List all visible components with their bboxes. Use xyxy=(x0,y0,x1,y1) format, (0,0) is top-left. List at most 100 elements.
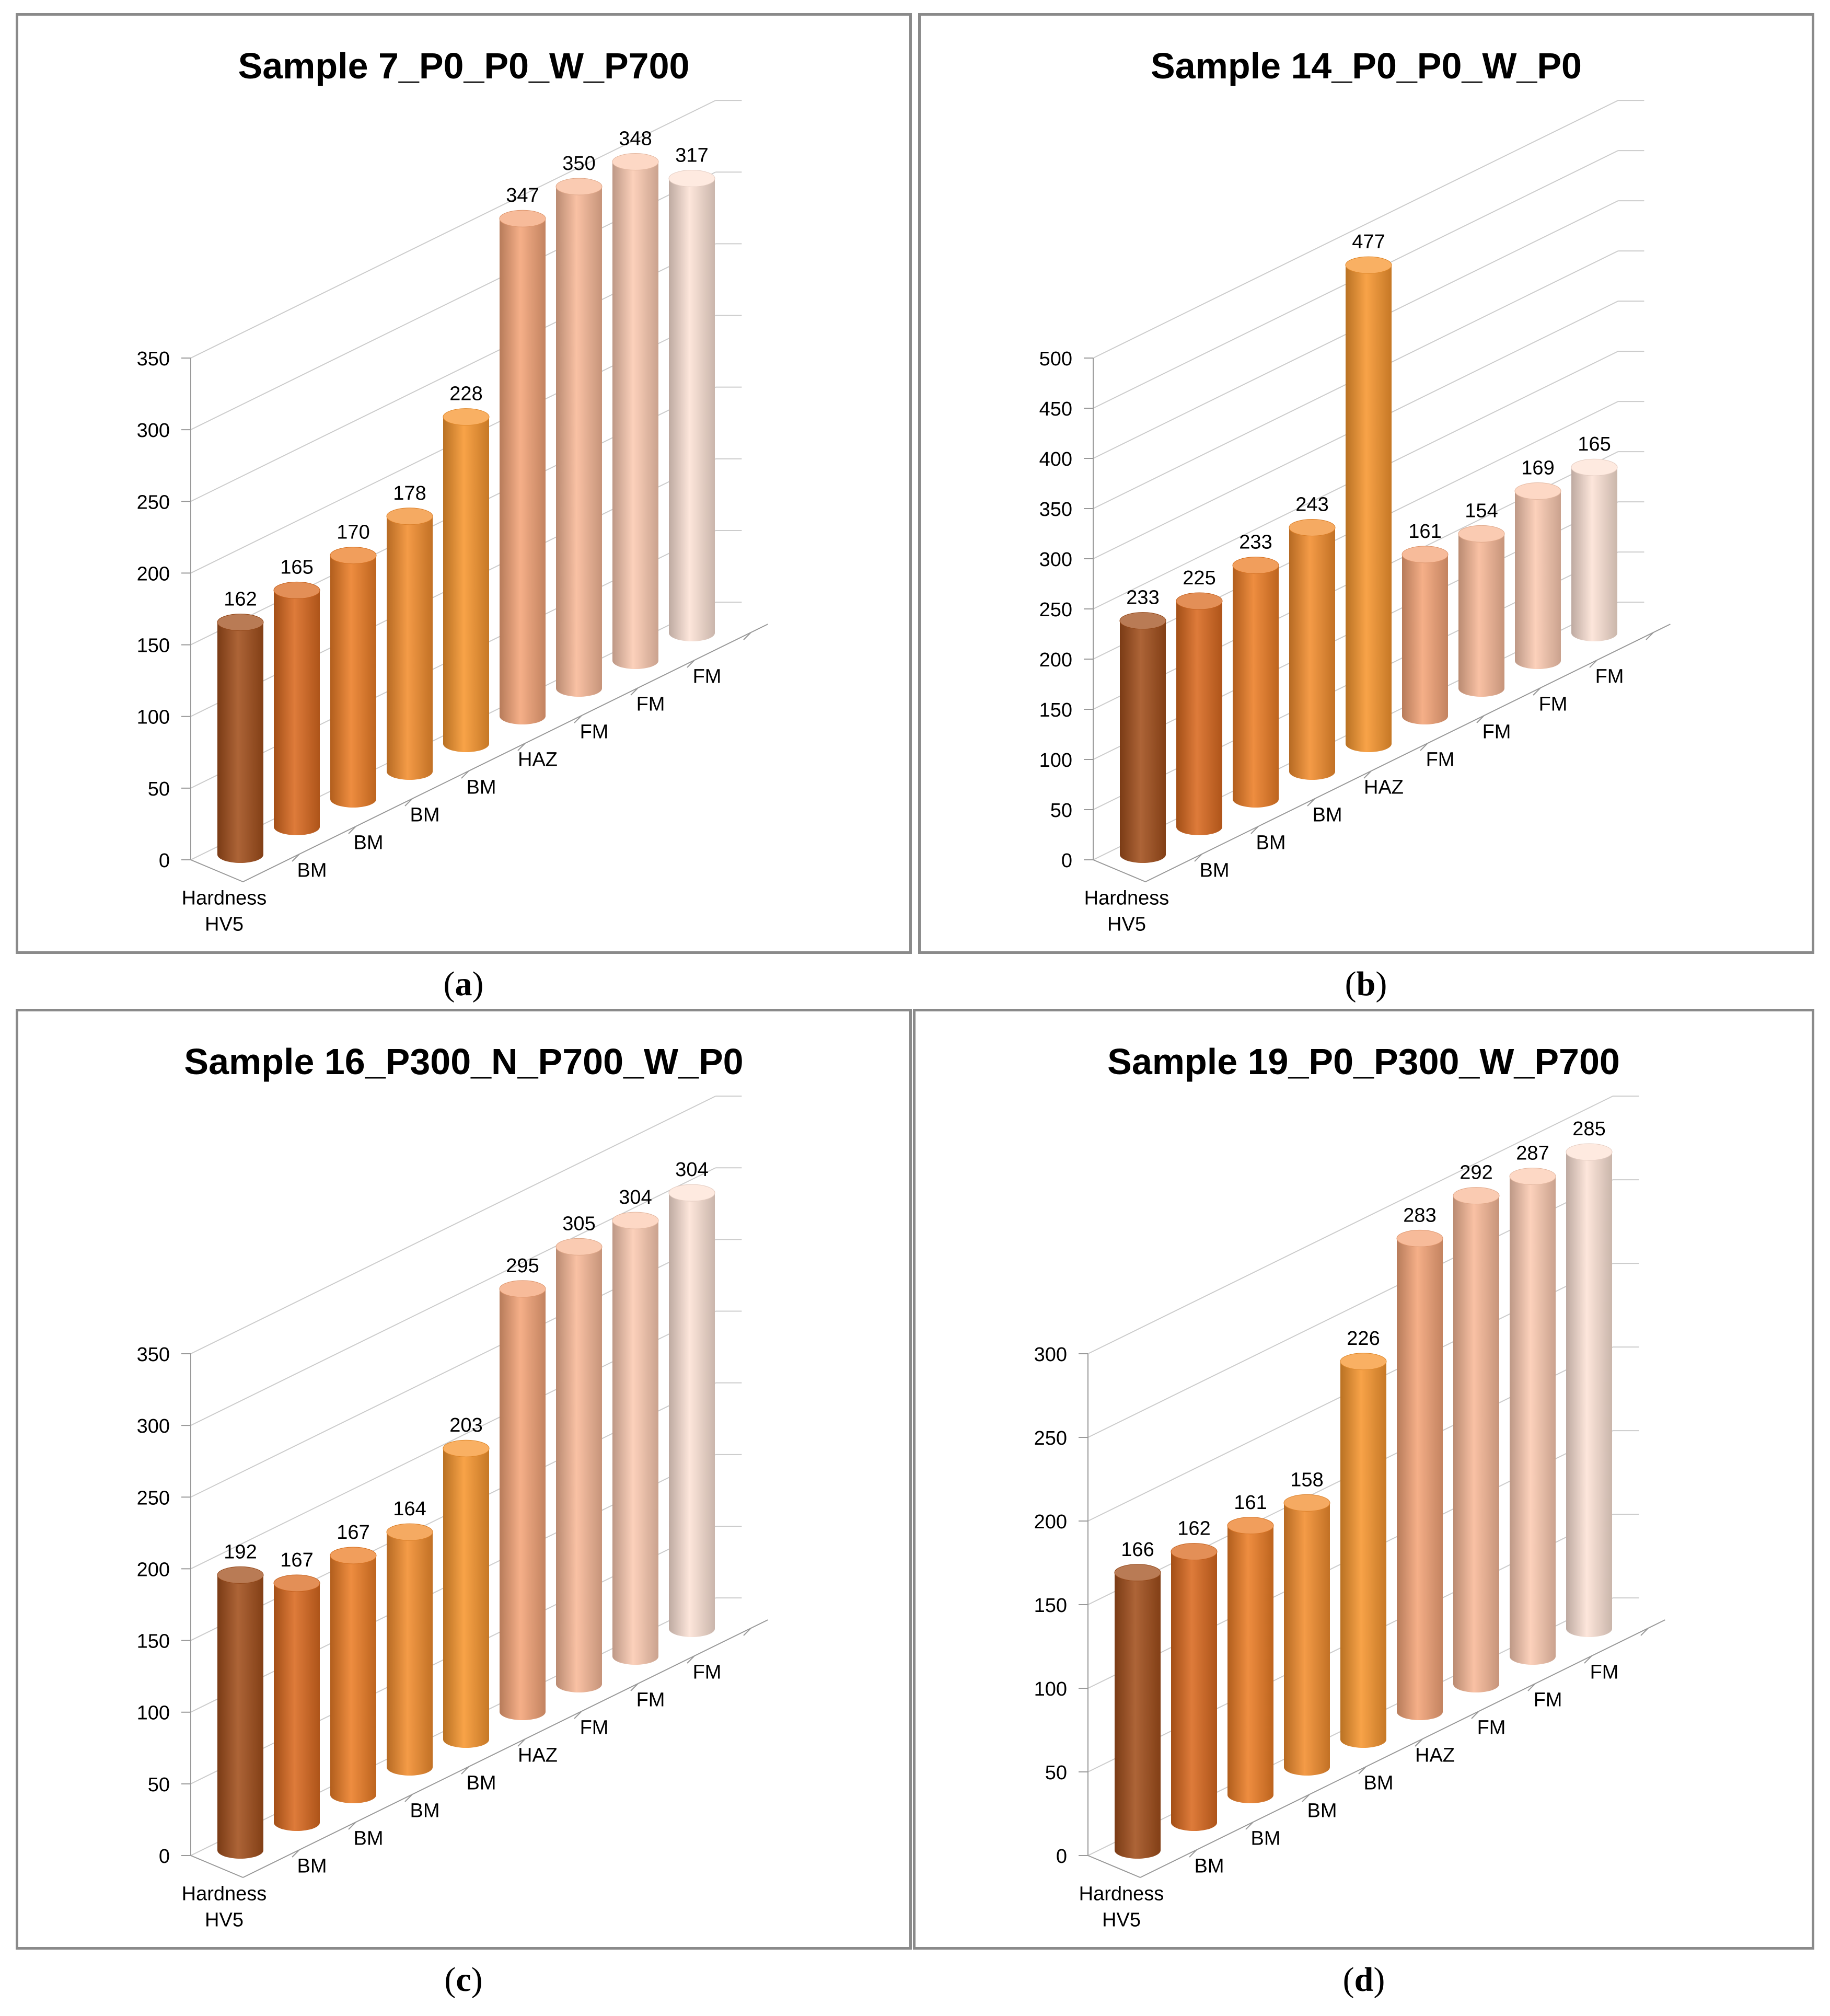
chart-d: 0 50 100 150 200 250 300 Hardness HV5 BM BM BM BM HAZ… xyxy=(1034,1041,1665,1931)
bar-top xyxy=(1458,525,1505,543)
data-label: 305 xyxy=(562,1213,595,1235)
bar xyxy=(556,187,602,697)
caption-d: (d) xyxy=(1342,1961,1385,1999)
bar-top xyxy=(1345,256,1392,274)
x-tick-label: FM xyxy=(636,694,665,716)
x-tick-label: BM xyxy=(467,777,496,799)
gridline xyxy=(1093,100,1618,359)
data-label: 162 xyxy=(1177,1518,1210,1540)
bar xyxy=(500,1288,546,1720)
bar-top xyxy=(1566,1143,1613,1161)
bar-top xyxy=(1232,557,1279,574)
bar xyxy=(1171,1551,1217,1831)
y-tick-label: 0 xyxy=(1061,850,1072,872)
bar-top xyxy=(668,170,715,188)
y-tick-label: 300 xyxy=(1039,549,1072,571)
x-tick-label: FM xyxy=(1595,666,1624,688)
chart-title: Sample 7_P0_P0_W_P700 xyxy=(238,45,690,86)
y-tick-label: 50 xyxy=(1045,1762,1067,1784)
data-label: 304 xyxy=(675,1159,708,1181)
floor-edge xyxy=(190,859,244,882)
caption-b: (b) xyxy=(1345,965,1387,1003)
bar xyxy=(217,1575,263,1859)
gridline xyxy=(190,100,716,359)
x-tick xyxy=(348,826,356,834)
caption-d-letter: d xyxy=(1354,1961,1374,1999)
data-label: 243 xyxy=(1295,493,1328,515)
y-tick-label: 50 xyxy=(148,778,170,800)
x-tick xyxy=(1307,798,1315,807)
x-axis xyxy=(242,1619,768,1878)
x-tick xyxy=(687,1655,695,1664)
x-tick xyxy=(1250,826,1259,834)
x-tick xyxy=(292,854,300,862)
bar-top xyxy=(1119,612,1166,630)
caption-b-letter: b xyxy=(1356,965,1376,1003)
x-tick-label: BM xyxy=(297,860,327,882)
bar-top xyxy=(443,1439,490,1457)
x-tick-label: FM xyxy=(693,1662,722,1684)
data-label: 225 xyxy=(1183,567,1215,589)
data-label: 348 xyxy=(619,128,652,149)
data-label: 317 xyxy=(675,145,708,167)
bar-top xyxy=(1514,482,1561,500)
data-label: 165 xyxy=(280,556,313,578)
chart-a: 0 50 100 150 200 250 300 350 Hardness HV5 BM BM BM BM… xyxy=(137,45,768,936)
bar xyxy=(669,1193,715,1637)
gridline xyxy=(190,1096,716,1354)
x-tick xyxy=(743,632,751,640)
bar xyxy=(1284,1503,1330,1776)
bar-top xyxy=(1340,1353,1387,1370)
y-tick-label: 0 xyxy=(159,1846,170,1868)
x-tick-label: BM xyxy=(1364,1772,1394,1794)
data-label: 178 xyxy=(393,482,426,504)
x-tick xyxy=(630,1683,639,1691)
chart-title: Sample 14_P0_P0_W_P0 xyxy=(1151,45,1582,86)
x-tick-label: FM xyxy=(1477,1717,1506,1739)
x-tick-label: FM xyxy=(1534,1689,1562,1711)
floor-edge xyxy=(190,1855,244,1878)
bar-top xyxy=(330,1547,377,1564)
data-label: 166 xyxy=(1121,1539,1154,1561)
bar-top xyxy=(1227,1517,1274,1535)
bar xyxy=(1346,265,1392,752)
y-tick-label: 50 xyxy=(148,1774,170,1796)
bar xyxy=(217,622,263,863)
x-tick-label: Hardness HV5 xyxy=(1084,888,1169,936)
x-tick xyxy=(630,687,639,696)
x-tick-label: FM xyxy=(693,666,722,688)
y-tick-label: 300 xyxy=(1034,1344,1067,1366)
chart-c: 0 50 100 150 200 250 300 350 Hardness HV5 BM BM BM BM… xyxy=(137,1041,768,1931)
bar-top xyxy=(1571,458,1618,476)
x-tick xyxy=(1415,1738,1423,1747)
x-tick xyxy=(1476,715,1485,723)
x-tick xyxy=(292,1849,300,1858)
y-tick-label: 100 xyxy=(137,1702,170,1724)
y-tick-label: 150 xyxy=(1039,699,1072,721)
bar-top xyxy=(1509,1168,1556,1185)
bar xyxy=(612,1220,658,1665)
y-tick-label: 200 xyxy=(1039,649,1072,671)
floor-edge xyxy=(1093,859,1146,882)
x-tick-label: FM xyxy=(1539,694,1568,716)
data-label: 161 xyxy=(1234,1492,1267,1514)
x-tick xyxy=(517,1738,526,1747)
data-label: 228 xyxy=(449,383,482,405)
x-tick xyxy=(517,743,526,751)
x-tick xyxy=(1358,1766,1366,1775)
data-label: 170 xyxy=(337,522,369,544)
bar xyxy=(500,218,546,724)
bar-top xyxy=(1402,546,1449,563)
x-tick xyxy=(1363,770,1372,779)
data-label: 226 xyxy=(1347,1328,1380,1350)
data-label: 287 xyxy=(1516,1143,1549,1165)
data-label: 169 xyxy=(1521,457,1554,479)
y-tick-label: 450 xyxy=(1039,398,1072,420)
bar xyxy=(1176,601,1222,835)
bar xyxy=(1340,1361,1386,1748)
bar-top xyxy=(443,408,490,426)
bar xyxy=(1510,1176,1556,1665)
x-tick xyxy=(1527,1683,1536,1691)
bar-top xyxy=(1176,592,1223,610)
y-tick-label: 300 xyxy=(137,1415,170,1437)
